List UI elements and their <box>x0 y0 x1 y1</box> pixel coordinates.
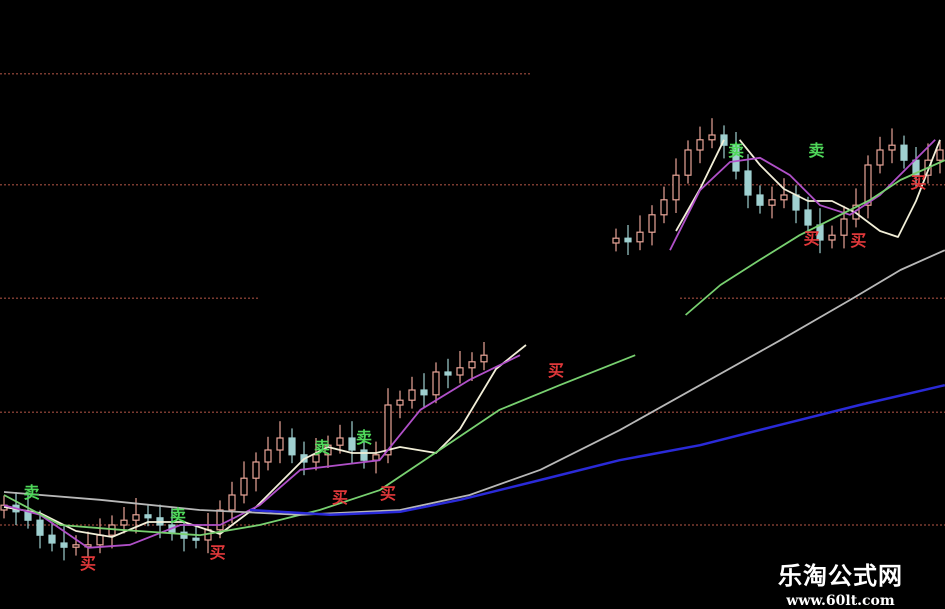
buy-signal-label: 买 <box>380 484 396 503</box>
watermark: 乐淘公式网 www.60lt.com <box>778 556 903 609</box>
candle-up <box>216 509 224 531</box>
buy-signal-label: 买 <box>804 229 820 248</box>
candle-down <box>288 437 296 456</box>
sell-signal-label: 卖 <box>24 483 40 502</box>
moving-average-line <box>3 249 945 516</box>
candle-up <box>696 139 704 151</box>
candle-up <box>432 371 440 396</box>
candle-down <box>624 237 632 243</box>
moving-average-line <box>3 354 636 537</box>
buy-signal-label: 买 <box>210 543 226 562</box>
candle-up <box>612 237 620 244</box>
candle-up <box>936 149 944 161</box>
candle-up <box>636 231 644 243</box>
candle-up <box>72 544 80 548</box>
candle-up <box>408 389 416 401</box>
candle-up <box>228 494 236 511</box>
candle-up <box>276 437 284 451</box>
moving-average-line <box>685 159 945 316</box>
candle-down <box>444 371 452 376</box>
sell-signal-label: 卖 <box>728 141 744 160</box>
watermark-url: www.60lt.com <box>786 593 895 609</box>
candle-up <box>264 449 272 463</box>
moving-average-line <box>738 139 941 238</box>
candle-up <box>864 164 872 206</box>
watermark-site-name: 乐淘公式网 <box>778 562 903 590</box>
candle-down <box>744 170 752 196</box>
buy-signal-label: 买 <box>850 231 866 250</box>
candle-up <box>468 361 476 369</box>
buy-signal-label: 买 <box>80 554 96 573</box>
candle-up <box>660 199 668 216</box>
candle-down <box>144 514 152 519</box>
candle-up <box>384 404 392 456</box>
moving-average-line <box>669 139 936 251</box>
candle-down <box>420 389 428 396</box>
candle-up <box>708 134 716 141</box>
candle-up <box>780 194 788 201</box>
candle-up <box>888 144 896 151</box>
sell-signal-label: 卖 <box>356 428 372 447</box>
candle-up <box>120 519 128 526</box>
candle-up <box>240 477 248 496</box>
candle-up <box>480 354 488 363</box>
candle-down <box>900 144 908 161</box>
buy-signal-label: 买 <box>332 488 348 507</box>
candle-up <box>876 149 884 166</box>
candle-down <box>792 194 800 211</box>
sell-signal-label: 卖 <box>314 438 330 457</box>
candle-up <box>132 514 140 521</box>
buy-signal-label: 买 <box>548 361 564 380</box>
candle-up <box>324 444 332 456</box>
buy-signal-label: 买 <box>910 173 926 192</box>
candle-down <box>60 542 68 548</box>
candle-up <box>648 214 656 233</box>
candle-down <box>804 209 812 226</box>
candle-up <box>828 234 836 241</box>
candle-down <box>48 534 56 544</box>
candle-down <box>756 194 764 206</box>
candle-up <box>840 218 848 236</box>
candle-down <box>348 437 356 451</box>
sell-signal-label: 卖 <box>170 506 186 525</box>
candle-up <box>456 367 464 376</box>
candle-up <box>96 534 104 546</box>
moving-average-line <box>3 354 521 549</box>
candle-down <box>360 449 368 461</box>
candle-down <box>732 144 740 172</box>
candle-up <box>336 437 344 446</box>
candle-up <box>672 174 680 201</box>
candle-down <box>36 519 44 536</box>
candle-up <box>252 461 260 479</box>
candle-up <box>372 454 380 461</box>
candle-up <box>396 399 404 406</box>
candle-up <box>312 454 320 463</box>
candle-up <box>684 149 692 176</box>
sell-signal-label: 卖 <box>808 141 824 160</box>
candle-up <box>768 199 776 206</box>
moving-average-line <box>249 383 945 517</box>
candle-down <box>192 537 200 541</box>
